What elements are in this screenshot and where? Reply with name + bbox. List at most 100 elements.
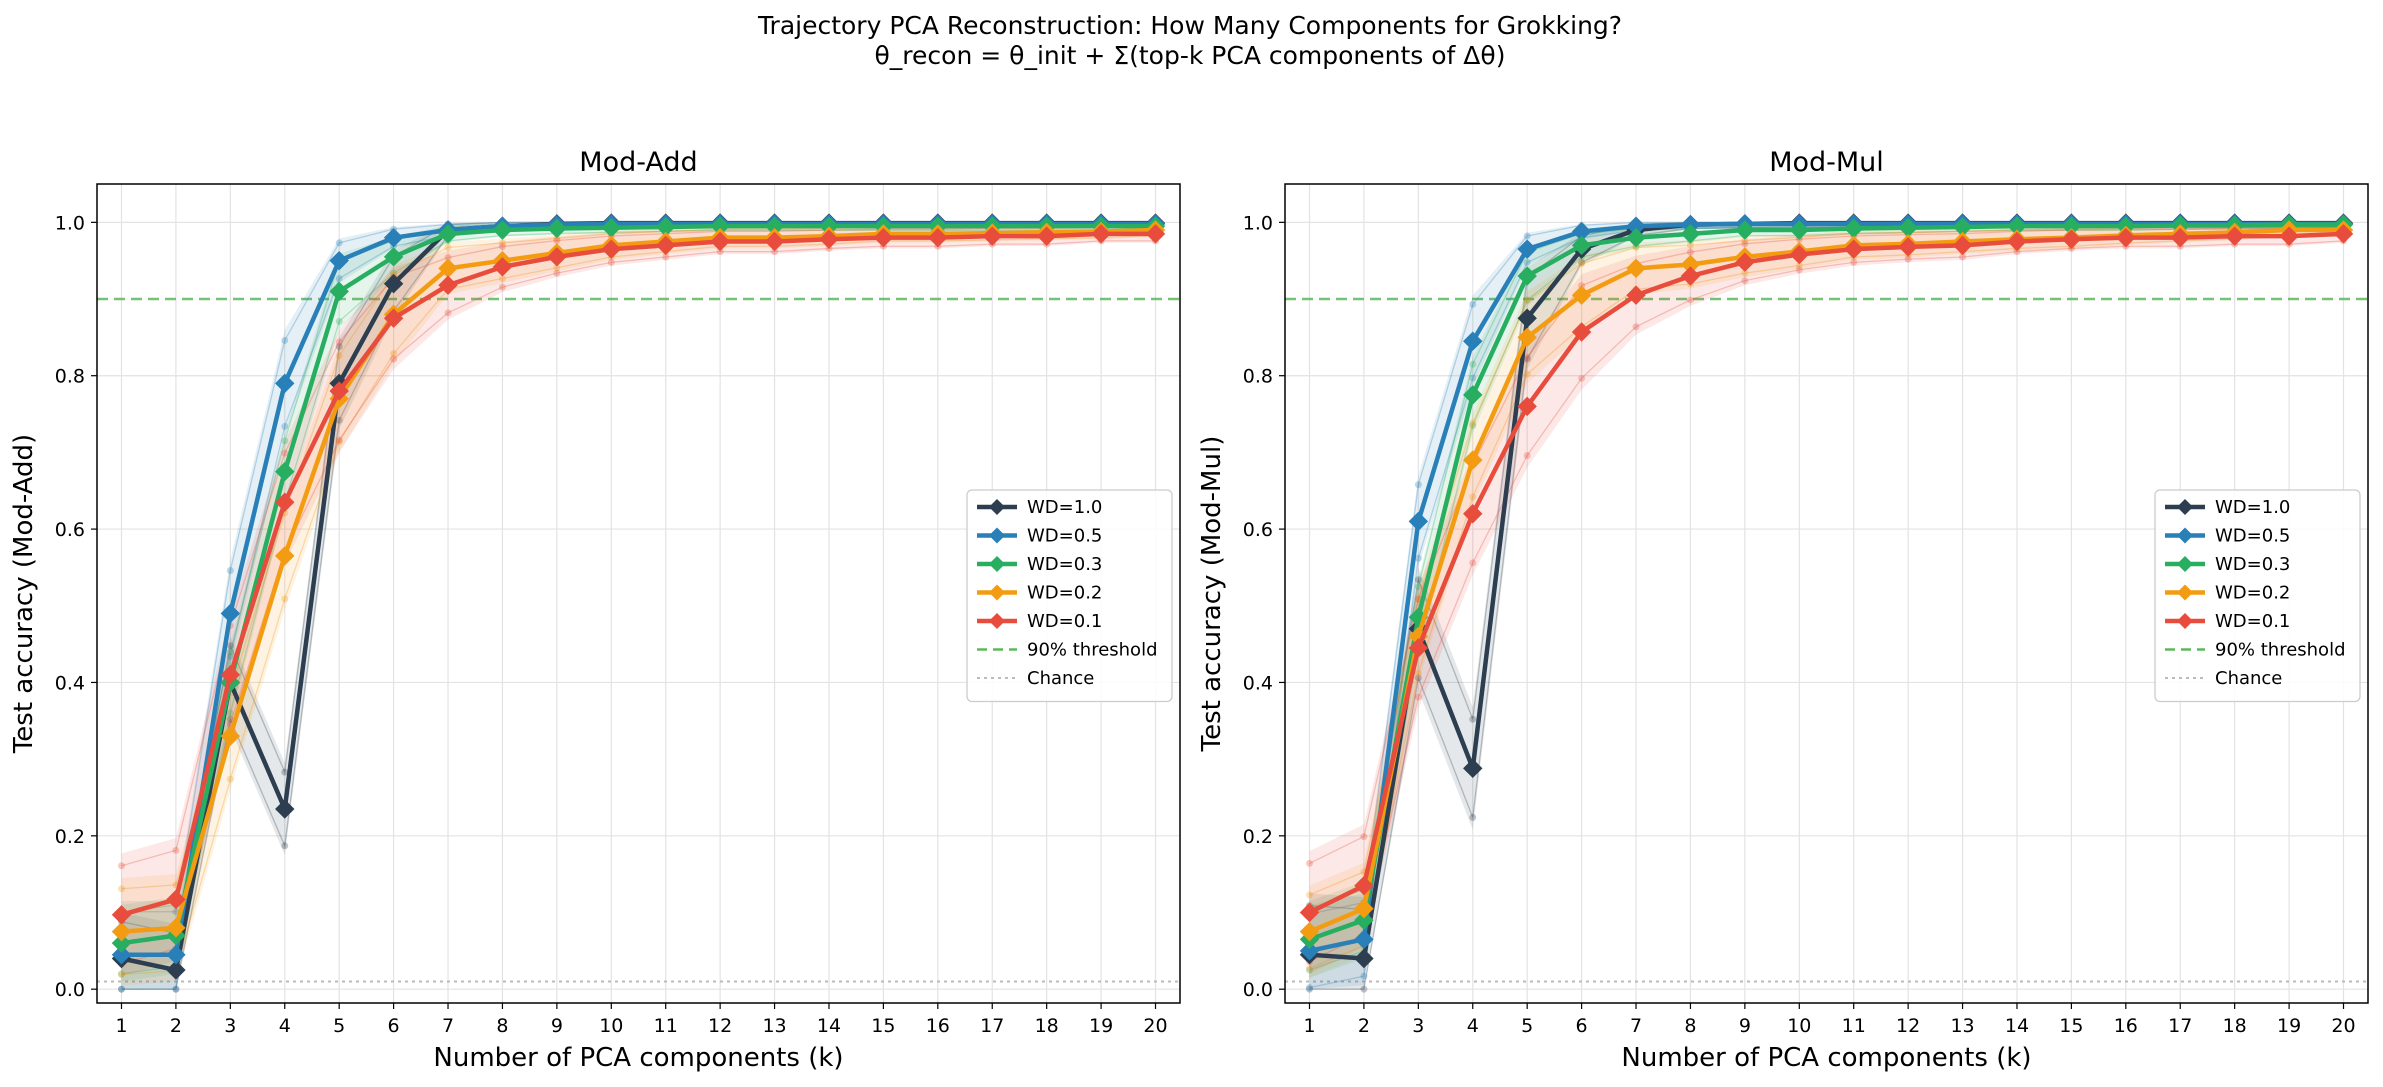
marker-wd-0-5 (1299, 941, 1320, 961)
seed-point-wd-1-0 (117, 985, 125, 993)
seed-trace-wd-0-2 (121, 234, 1156, 976)
seed-point-wd-0-2 (1469, 493, 1477, 501)
seed-point-wd-0-5 (1414, 554, 1422, 562)
seed-point-wd-1-0 (335, 343, 343, 351)
seed-point-wd-0-1 (1414, 595, 1422, 603)
legend-item-wd-0-1: WD=0.1 (977, 611, 1102, 632)
x-tick-label: 15 (2059, 1015, 2083, 1037)
marker-wd-0-3 (111, 933, 132, 953)
seed-point-wd-0-1 (662, 253, 670, 261)
seed-point-wd-0-3 (226, 648, 234, 656)
x-tick-label: 1 (1303, 1015, 1315, 1037)
seed-point-wd-0-1 (553, 269, 561, 277)
marker-wd-0-3 (383, 247, 404, 267)
x-tick-label: 1 (115, 1015, 127, 1037)
seed-point-wd-1-0 (1305, 985, 1313, 993)
seed-point-wd-0-1 (1414, 693, 1422, 701)
marker-wd-1-0 (1354, 948, 1374, 969)
marker-wd-0-1 (656, 235, 676, 256)
seed-point-wd-0-3 (1469, 422, 1477, 430)
seed-point-wd-0-1 (1850, 258, 1858, 266)
marker-wd-0-1 (2333, 224, 2354, 244)
marker-wd-0-1 (2007, 231, 2027, 252)
legend-marker (2177, 527, 2193, 544)
x-tick-label: 12 (1896, 1015, 1920, 1037)
seed-point-wd-1-0 (1469, 813, 1477, 821)
seed-point-wd-0-1 (1360, 833, 1368, 841)
marker-wd-1-0 (383, 273, 404, 294)
marker-wd-1-0 (275, 799, 295, 819)
seed-point-wd-0-2 (1741, 237, 1749, 245)
x-tick-label: 19 (1089, 1015, 1113, 1037)
x-tick-label: 2 (1358, 1015, 1370, 1037)
marker-wd-0-1 (1517, 396, 1537, 417)
seed-point-wd-0-3 (1523, 296, 1531, 304)
legend-label: WD=0.1 (1027, 611, 1102, 632)
y-tick-label: 0.0 (1243, 979, 1273, 1001)
seed-point-wd-0-1 (1578, 374, 1586, 382)
marker-wd-0-3 (492, 220, 513, 240)
marker-wd-0-2 (1571, 285, 1592, 305)
legend-marker (2177, 613, 2193, 629)
seed-point-wd-0-1 (172, 846, 180, 854)
seed-point-wd-0-5 (226, 566, 234, 574)
seed-point-wd-1-0 (1414, 576, 1422, 584)
y-tick-label: 1.0 (55, 212, 85, 234)
seed-point-wd-0-2 (1632, 243, 1640, 251)
legend-item-wd-0-5: WD=0.5 (977, 526, 1102, 547)
seed-point-wd-1-0 (281, 842, 289, 850)
marker-wd-0-3 (1680, 224, 1701, 244)
marker-wd-0-1 (111, 905, 132, 925)
legend-item-chance: Chance (2165, 668, 2282, 689)
y-tick-label: 0.4 (1243, 672, 1273, 694)
legend-marker (2177, 499, 2193, 515)
marker-wd-0-3 (1354, 910, 1374, 930)
marker-wd-0-1 (1626, 285, 1646, 305)
seed-trace-wd-0-1 (1309, 240, 2344, 963)
subplot-mod-add: 1 2 3 4 5 6 7 8 9 10 11 12 13 14 15 16 17 18 19 200.00.20.4… (9, 147, 1181, 1073)
marker-wd-0-1 (1952, 235, 1973, 256)
marker-wd-0-1 (1680, 266, 1701, 286)
x-tick-label: 3 (224, 1015, 236, 1037)
legend-label: WD=1.0 (2215, 497, 2290, 518)
legend-label: WD=0.5 (1027, 526, 1102, 547)
x-tick-label: 14 (817, 1015, 841, 1037)
marker-wd-0-2 (275, 546, 295, 566)
seed-point-wd-0-1 (1305, 859, 1313, 867)
x-axis-label: Number of PCA components (k) (433, 1043, 843, 1073)
marker-wd-0-1 (1844, 239, 1864, 259)
seed-point-wd-0-3 (281, 437, 289, 445)
seed-point-wd-0-5 (281, 422, 289, 430)
x-tick-label: 11 (654, 1015, 678, 1037)
marker-wd-0-5 (111, 944, 132, 965)
legend-marker (2177, 556, 2193, 572)
seed-point-wd-0-3 (1305, 966, 1313, 974)
x-tick-label: 13 (762, 1015, 786, 1037)
seed-point-wd-0-2 (1305, 891, 1313, 899)
x-tick-label: 7 (1630, 1015, 1642, 1037)
marker-wd-0-1 (710, 231, 730, 252)
seed-trace-wd-0-3 (1309, 227, 2344, 971)
x-tick-label: 7 (442, 1015, 454, 1037)
legend-marker (2177, 584, 2193, 601)
marker-wd-0-5 (275, 373, 295, 394)
legend: WD=1.0 WD=0.5 WD=0.3 WD=0.2 WD=0.1 90% thresh… (2154, 489, 2361, 703)
seed-point-wd-0-2 (1523, 297, 1531, 305)
marker-wd-0-5 (220, 603, 241, 624)
marker-wd-0-1 (1898, 237, 1918, 257)
marker-wd-0-3 (438, 224, 458, 244)
marker-wd-0-3 (1626, 227, 1646, 248)
seed-trace-wd-0-1 (1309, 226, 2344, 865)
seed-point-wd-0-1 (2013, 248, 2021, 256)
marker-wd-0-2 (1517, 327, 1537, 348)
axes-frame (96, 183, 1181, 1004)
seed-point-wd-1-0 (172, 985, 180, 993)
legend-item-wd-1-0: WD=1.0 (977, 497, 1102, 518)
legend-marker (989, 499, 1005, 515)
x-tick-label: 16 (2114, 1015, 2138, 1037)
x-tick-label: 4 (1467, 1015, 1479, 1037)
seed-point-wd-0-1 (1469, 559, 1477, 567)
x-tick-label: 8 (1684, 1015, 1696, 1037)
legend-label: WD=1.0 (1027, 497, 1102, 518)
